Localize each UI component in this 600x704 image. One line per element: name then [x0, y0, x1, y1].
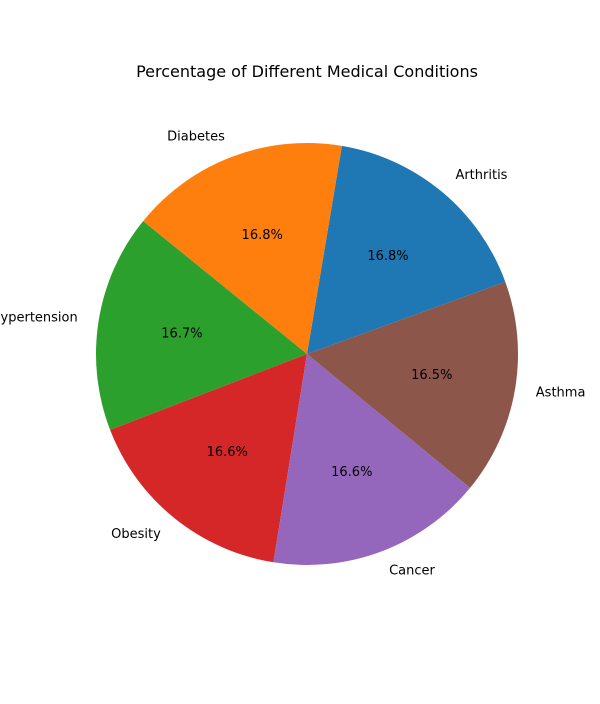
pie-labels: Arthritis 16.8% Diabetes 16.8% Hypertension 1… — [0, 129, 585, 578]
slice-label-hypertension: Hypertension — [0, 310, 78, 325]
pie-slice-diabetes — [143, 143, 342, 354]
slice-label-arthritis: Arthritis — [455, 168, 507, 183]
slice-percent-obesity: 16.6% — [207, 445, 248, 460]
slice-percent-cancer: 16.6% — [331, 465, 372, 480]
pie-slices — [96, 143, 518, 565]
pie-slice-arthritis — [307, 145, 506, 354]
slice-percent-hypertension: 16.7% — [161, 327, 202, 342]
slice-label-cancer: Cancer — [389, 564, 435, 579]
slice-label-obesity: Obesity — [111, 527, 161, 542]
slice-percent-asthma: 16.5% — [411, 368, 452, 383]
slice-percent-diabetes: 16.8% — [242, 228, 283, 243]
slice-label-asthma: Asthma — [536, 386, 586, 401]
chart-title: Percentage of Different Medical Conditio… — [136, 62, 478, 81]
slice-label-diabetes: Diabetes — [167, 129, 225, 144]
pie-slice-asthma — [307, 281, 518, 488]
pie-slice-obesity — [110, 354, 307, 563]
pie-slice-cancer — [273, 354, 471, 565]
slice-percent-arthritis: 16.8% — [367, 249, 408, 264]
pie-slice-hypertension — [96, 221, 307, 430]
